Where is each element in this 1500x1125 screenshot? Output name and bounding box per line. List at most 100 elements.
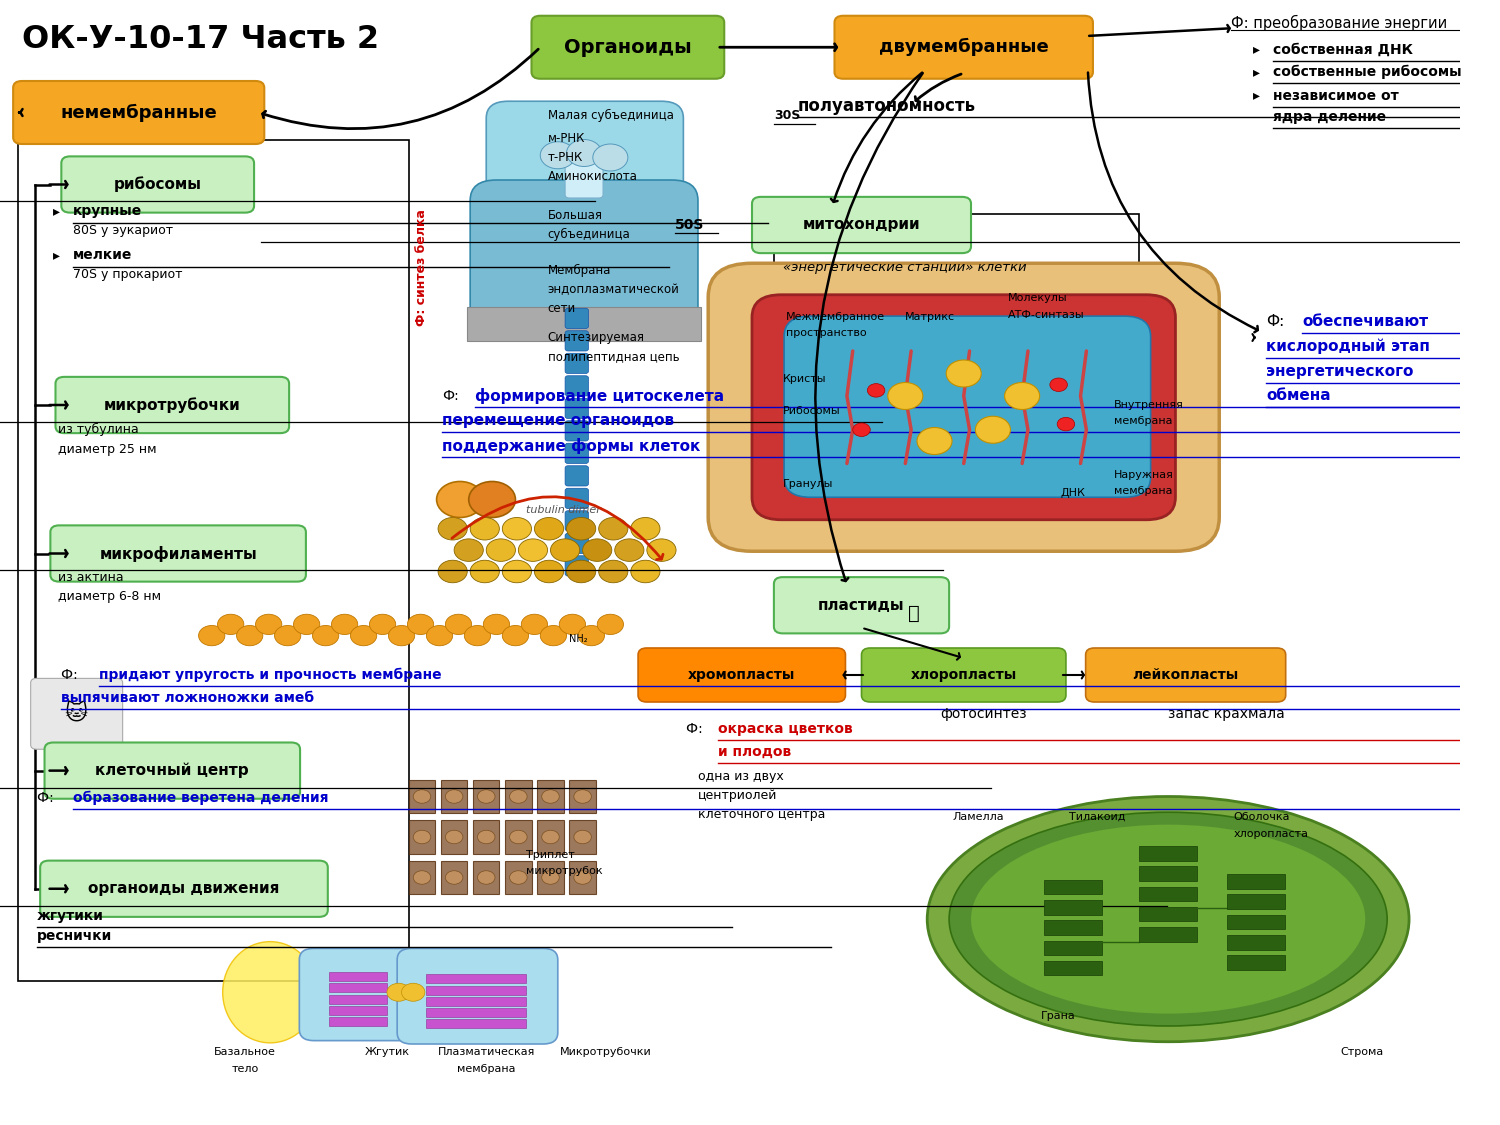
Text: 🐱: 🐱: [64, 704, 87, 724]
Circle shape: [503, 518, 531, 540]
Circle shape: [852, 423, 870, 436]
Text: обмена: обмена: [1266, 388, 1330, 404]
FancyBboxPatch shape: [566, 308, 588, 328]
Circle shape: [477, 871, 495, 884]
Bar: [1044, 900, 1102, 915]
Bar: [506, 780, 531, 813]
Circle shape: [388, 626, 414, 646]
Circle shape: [510, 871, 526, 884]
Circle shape: [542, 830, 560, 844]
Text: фотосинтез: фотосинтез: [940, 708, 1028, 721]
Circle shape: [483, 614, 510, 634]
Bar: [18, 140, 410, 981]
Circle shape: [598, 560, 628, 583]
Text: лейкопласты: лейкопласты: [1132, 668, 1239, 682]
Circle shape: [574, 871, 591, 884]
Circle shape: [413, 871, 430, 884]
Text: Ф:: Ф:: [687, 722, 708, 736]
Text: Жгутик: Жгутик: [364, 1047, 410, 1056]
Bar: [1044, 880, 1102, 894]
Text: и плодов: и плодов: [718, 745, 792, 758]
Circle shape: [369, 614, 396, 634]
Text: Плазматическая: Плазматическая: [438, 1047, 536, 1056]
Bar: [1227, 935, 1286, 950]
FancyBboxPatch shape: [566, 466, 588, 486]
Circle shape: [503, 626, 528, 646]
FancyBboxPatch shape: [45, 742, 300, 799]
Text: из актина: из актина: [58, 570, 124, 584]
Text: Базальное: Базальное: [214, 1047, 276, 1056]
Circle shape: [975, 416, 1011, 443]
Text: Строма: Строма: [1341, 1047, 1383, 1056]
Circle shape: [454, 539, 483, 561]
Bar: [570, 780, 596, 813]
Bar: [328, 972, 387, 981]
Circle shape: [486, 539, 516, 561]
Circle shape: [550, 539, 579, 561]
Circle shape: [560, 614, 585, 634]
Circle shape: [446, 614, 471, 634]
FancyBboxPatch shape: [566, 443, 588, 463]
Circle shape: [470, 518, 500, 540]
Text: обеспечивают: обеспечивают: [1302, 314, 1428, 330]
Circle shape: [534, 560, 564, 583]
Text: 80S у эукариот: 80S у эукариот: [74, 224, 172, 237]
FancyBboxPatch shape: [566, 421, 588, 441]
Ellipse shape: [222, 942, 318, 1043]
FancyBboxPatch shape: [566, 398, 588, 418]
Ellipse shape: [950, 812, 1388, 1026]
Circle shape: [522, 614, 548, 634]
Circle shape: [598, 518, 628, 540]
Text: мелкие: мелкие: [74, 249, 132, 262]
Bar: [410, 820, 435, 854]
Bar: [1227, 915, 1286, 929]
FancyBboxPatch shape: [30, 678, 123, 749]
Bar: [472, 861, 500, 894]
Circle shape: [632, 560, 660, 583]
Circle shape: [615, 539, 644, 561]
Circle shape: [542, 871, 560, 884]
Text: двумембранные: двумембранные: [879, 38, 1048, 56]
Circle shape: [468, 482, 516, 518]
FancyBboxPatch shape: [708, 263, 1220, 551]
Text: микрофиламенты: микрофиламенты: [99, 546, 256, 561]
Circle shape: [519, 539, 548, 561]
Text: пространство: пространство: [786, 328, 865, 338]
Bar: [441, 780, 468, 813]
Text: Большая: Большая: [548, 209, 603, 223]
Bar: [1044, 961, 1102, 975]
Text: Микротрубочки: Микротрубочки: [560, 1047, 652, 1056]
Text: мембрана: мембрана: [1114, 486, 1173, 495]
Circle shape: [255, 614, 282, 634]
Bar: [1138, 907, 1197, 921]
Text: Синтезируемая: Синтезируемая: [548, 331, 645, 344]
Circle shape: [436, 482, 483, 518]
Ellipse shape: [970, 825, 1365, 1014]
Ellipse shape: [927, 796, 1408, 1042]
Text: клеточный центр: клеточный центр: [96, 763, 249, 778]
Text: Органоиды: Органоиды: [564, 38, 692, 56]
Circle shape: [867, 384, 885, 397]
Text: Ф:: Ф:: [62, 668, 82, 682]
Circle shape: [387, 983, 411, 1001]
FancyBboxPatch shape: [834, 16, 1094, 79]
Text: Молекулы: Молекулы: [1008, 294, 1066, 303]
Text: из тубулина: из тубулина: [58, 423, 140, 436]
Bar: [468, 307, 700, 341]
Bar: [506, 820, 531, 854]
Circle shape: [578, 626, 604, 646]
Text: собственные рибосомы: собственные рибосомы: [1274, 65, 1462, 79]
Circle shape: [646, 539, 676, 561]
Text: 🌿: 🌿: [908, 604, 920, 622]
Text: пластиды: пластиды: [818, 597, 904, 613]
Circle shape: [408, 614, 434, 634]
Circle shape: [477, 790, 495, 803]
Bar: [426, 1008, 525, 1017]
Text: Матрикс: Матрикс: [906, 313, 956, 322]
Circle shape: [477, 830, 495, 844]
Circle shape: [567, 560, 596, 583]
Text: Межмембранное: Межмембранное: [786, 313, 885, 322]
Bar: [537, 780, 564, 813]
Bar: [441, 820, 468, 854]
Circle shape: [446, 830, 464, 844]
